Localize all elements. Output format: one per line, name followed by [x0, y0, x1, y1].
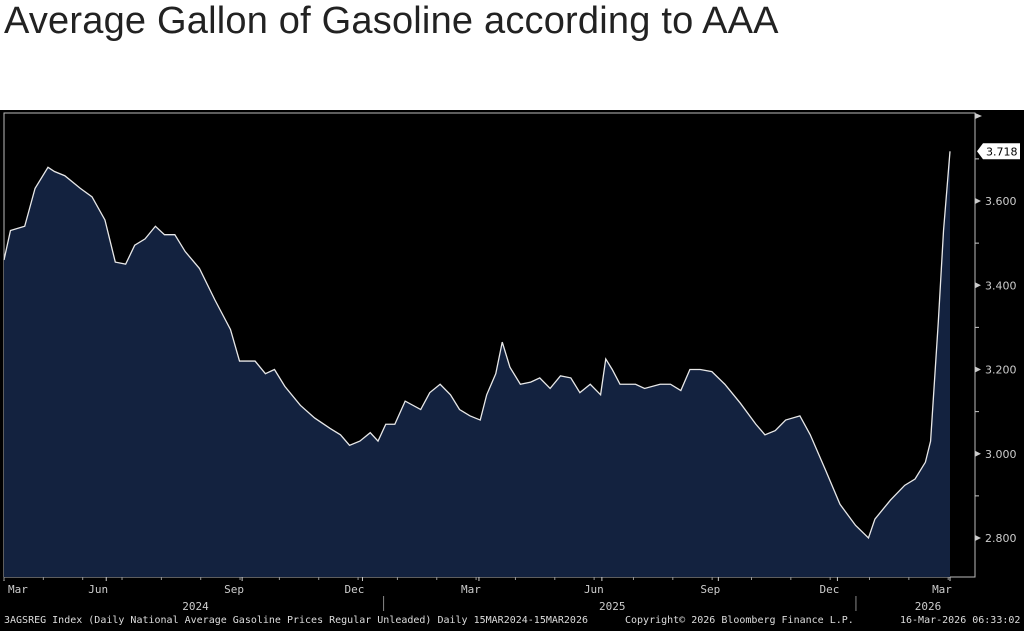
timestamp-text: 16-Mar-2026 06:33:02: [900, 615, 1021, 626]
x-tick-label: Jun: [88, 583, 108, 596]
y-tick-label: 3.600: [985, 195, 1017, 208]
x-tick-label: Sep: [700, 583, 720, 596]
x-tick-label: Dec: [819, 583, 839, 596]
price-line: [3, 151, 951, 540]
y-top-marker: [975, 113, 982, 119]
y-tick-label: 3.400: [985, 279, 1017, 292]
x-tick-label: Mar: [932, 583, 952, 596]
price-area: [4, 151, 950, 578]
chart-title: Average Gallon of Gasoline according to …: [4, 0, 779, 42]
last-value-label: 3.718: [986, 145, 1018, 158]
chart-panel: 2.800 3.000 3.200 3.400 3.600 3.718 Mar Jun Sep D…: [0, 110, 1024, 631]
x-tick-label: Jun: [584, 583, 604, 596]
year-label: 2024: [182, 600, 209, 611]
chart-footer: 3AGSREG Index (Daily National Average Ga…: [0, 611, 1024, 631]
y-tick-label: 3.200: [985, 364, 1017, 377]
year-label: 2026: [915, 600, 942, 611]
price-chart: 2.800 3.000 3.200 3.400 3.600 3.718 Mar Jun Sep D…: [3, 112, 1020, 613]
y-tick-label: 2.800: [985, 532, 1017, 545]
y-tick-mark: [975, 366, 981, 373]
y-tick-label: 3.000: [985, 448, 1017, 461]
x-tick-label: Sep: [224, 583, 244, 596]
y-tick-mark: [975, 535, 981, 541]
year-label: 2025: [599, 600, 626, 611]
copyright-text: Copyright© 2026 Bloomberg Finance L.P.: [625, 615, 854, 626]
source-text: 3AGSREG Index (Daily National Average Ga…: [4, 615, 588, 626]
x-tick-label: Mar: [461, 583, 481, 596]
y-tick-mark: [975, 282, 981, 289]
y-tick-mark: [975, 450, 981, 457]
x-tick-label: Mar: [8, 583, 28, 596]
y-tick-mark: [975, 198, 981, 204]
last-value-badge: [977, 143, 1020, 160]
x-tick-label: Dec: [345, 583, 365, 596]
